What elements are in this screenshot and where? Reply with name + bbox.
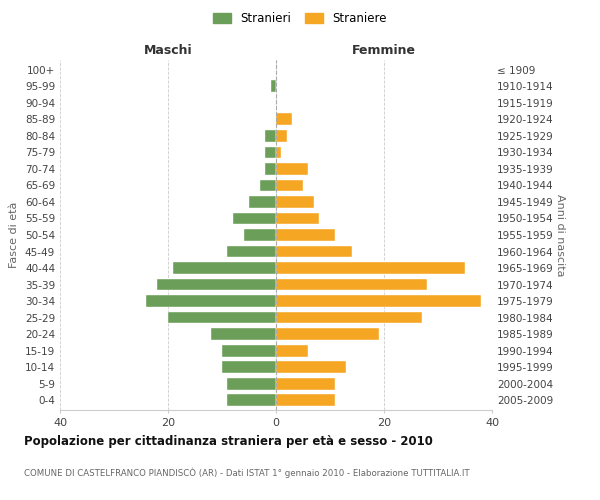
Bar	[276, 328, 379, 340]
Bar	[276, 229, 335, 241]
Text: Popolazione per cittadinanza straniera per età e sesso - 2010: Popolazione per cittadinanza straniera p…	[24, 435, 433, 448]
Bar	[276, 180, 303, 192]
Bar	[276, 262, 465, 274]
Bar	[276, 130, 287, 142]
Bar	[276, 312, 422, 324]
Bar	[276, 212, 319, 224]
Bar	[276, 378, 335, 390]
Bar	[211, 328, 276, 340]
Bar	[276, 146, 281, 158]
Bar	[260, 180, 276, 192]
Bar	[276, 114, 292, 126]
Bar	[276, 196, 314, 208]
Bar	[265, 130, 276, 142]
Bar	[276, 295, 481, 307]
Bar	[168, 312, 276, 324]
Bar	[227, 394, 276, 406]
Text: Maschi: Maschi	[143, 44, 193, 57]
Bar	[265, 163, 276, 175]
Bar	[173, 262, 276, 274]
Y-axis label: Fasce di età: Fasce di età	[10, 202, 19, 268]
Legend: Stranieri, Straniere: Stranieri, Straniere	[209, 8, 391, 28]
Bar	[276, 163, 308, 175]
Bar	[276, 278, 427, 290]
Bar	[271, 80, 276, 92]
Bar	[157, 278, 276, 290]
Bar	[276, 344, 308, 356]
Text: COMUNE DI CASTELFRANCO PIANDISCÒ (AR) - Dati ISTAT 1° gennaio 2010 - Elaborazion: COMUNE DI CASTELFRANCO PIANDISCÒ (AR) - …	[24, 468, 470, 478]
Text: Femmine: Femmine	[352, 44, 416, 57]
Bar	[227, 378, 276, 390]
Bar	[233, 212, 276, 224]
Bar	[249, 196, 276, 208]
Bar	[227, 246, 276, 258]
Bar	[276, 246, 352, 258]
Bar	[244, 229, 276, 241]
Bar	[222, 344, 276, 356]
Bar	[222, 361, 276, 373]
Bar	[276, 394, 335, 406]
Y-axis label: Anni di nascita: Anni di nascita	[555, 194, 565, 276]
Bar	[146, 295, 276, 307]
Bar	[276, 361, 346, 373]
Bar	[265, 146, 276, 158]
